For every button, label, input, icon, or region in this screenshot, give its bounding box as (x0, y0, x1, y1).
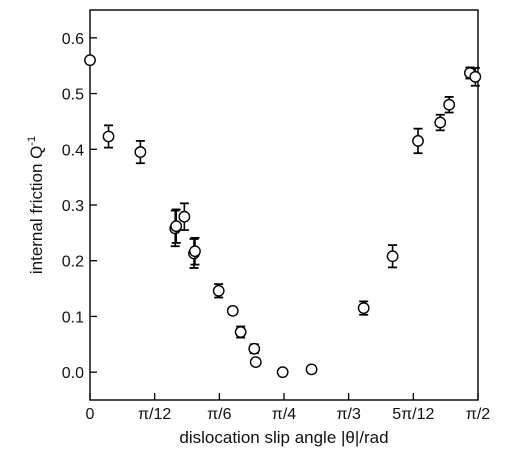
data-point (234, 326, 247, 338)
data-point (386, 250, 399, 263)
data-point (276, 366, 289, 379)
y-tick-label: 0.5 (62, 87, 84, 104)
y-axis-title: internal friction Q-1 (26, 136, 46, 274)
x-tick-label: 0 (86, 406, 95, 423)
data-point (189, 245, 201, 258)
data-point (178, 210, 191, 223)
data-point (134, 146, 147, 158)
x-tick-label: π/4 (272, 406, 296, 423)
x-tick-label: π/12 (138, 406, 171, 423)
data-point (443, 98, 456, 111)
data-point (249, 356, 262, 369)
data-point (226, 304, 239, 317)
x-tick-label: π/2 (466, 406, 490, 423)
data-point (305, 363, 318, 376)
y-tick-label: 0.4 (62, 142, 84, 159)
data-point (469, 70, 482, 83)
plot-frame (89, 9, 479, 401)
y-axis-title-main: internal friction Q (27, 146, 46, 275)
x-tick-label: π/6 (207, 406, 231, 423)
x-axis-title: dislocation slip angle |θ|/rad (179, 428, 388, 447)
data-point (412, 135, 424, 147)
x-tick-label: 5π/12 (392, 406, 434, 423)
data-point (102, 130, 115, 143)
data-point (434, 116, 447, 129)
y-tick-label: 0.0 (62, 365, 84, 382)
data-point (212, 284, 225, 297)
y-axis-title-superscript: -1 (26, 136, 38, 146)
data-point (357, 302, 370, 314)
data-point (170, 220, 183, 233)
x-tick-label: π/3 (336, 406, 360, 423)
y-tick-label: 0.3 (62, 198, 84, 215)
y-tick-label: 0.6 (62, 31, 84, 48)
y-tick-label: 0.1 (62, 309, 84, 326)
y-tick-label: 0.2 (62, 254, 84, 271)
data-point (248, 342, 261, 355)
data-point (84, 54, 96, 67)
data-points (84, 54, 482, 379)
axis-ticks: 0 π/12 π/6 π/4 π/3 5π/12 π/2 0.0 0.1 0.2 0.3 0.4 0.5… (62, 31, 491, 423)
